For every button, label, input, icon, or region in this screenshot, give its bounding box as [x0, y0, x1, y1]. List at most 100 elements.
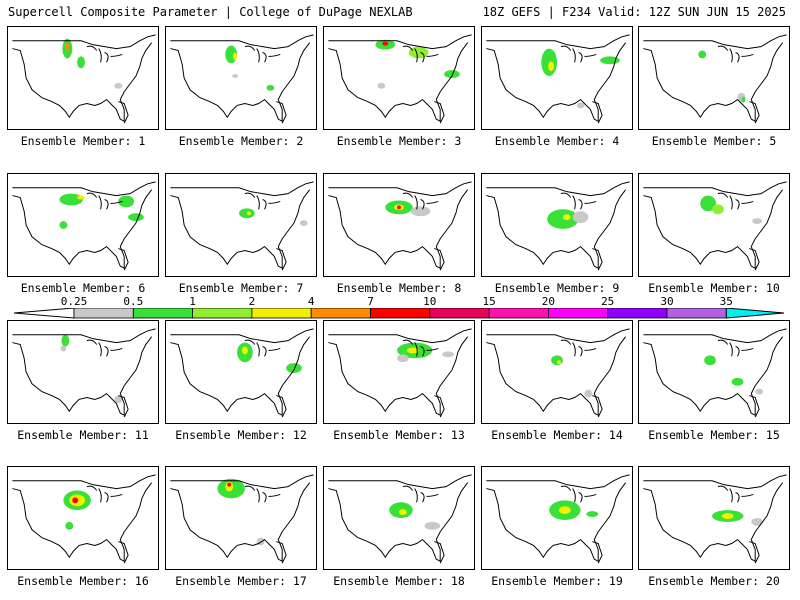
map-svg [328, 328, 472, 418]
canada-border [12, 181, 156, 197]
florida-outline [592, 395, 603, 418]
great-lakes [244, 339, 281, 357]
scale-segment [251, 308, 312, 319]
scp-contour-area [548, 61, 555, 72]
member-label: Ensemble Member: 19 [491, 574, 623, 588]
member-map [323, 320, 475, 424]
member-label: Ensemble Member: 14 [491, 428, 623, 442]
scp-contour-area [755, 388, 764, 395]
scale-tick-label: 0.25 [60, 295, 88, 308]
coastline [486, 336, 627, 416]
canada-border [328, 34, 472, 50]
coastline [12, 336, 153, 416]
scp-contour-area [584, 389, 593, 398]
member-map [323, 466, 475, 570]
map-svg [328, 474, 472, 564]
ensemble-member-panel: Ensemble Member: 19 [481, 466, 633, 588]
scp-contour-area [698, 50, 707, 59]
scale-segment [310, 308, 371, 319]
florida-outline [434, 541, 445, 564]
scale-lower-arrow [14, 308, 75, 319]
scp-contour-area [751, 518, 764, 526]
scp-contour-area [700, 195, 716, 212]
member-label: Ensemble Member: 8 [336, 281, 462, 295]
member-label: Ensemble Member: 2 [178, 134, 304, 148]
map-svg [643, 474, 787, 564]
member-label: Ensemble Member: 16 [17, 574, 149, 588]
scale-tick-label: 0.5 [123, 295, 144, 308]
member-map [165, 26, 317, 130]
scp-contour-area [731, 377, 744, 386]
scp-contour-area [382, 41, 389, 46]
florida-outline [434, 395, 445, 418]
canada-border [328, 181, 472, 197]
map-svg [12, 328, 156, 418]
coastline [12, 189, 153, 269]
coastline [170, 336, 311, 416]
map-svg [328, 181, 472, 271]
coastline [12, 482, 153, 562]
member-map [481, 173, 633, 277]
scp-contour-area [741, 96, 746, 103]
florida-outline [276, 541, 287, 564]
ensemble-member-panel: Ensemble Member: 4 [481, 26, 633, 148]
ensemble-member-panel: Ensemble Member: 10 [638, 173, 790, 295]
member-label: Ensemble Member: 6 [20, 281, 146, 295]
scp-contour-area [410, 206, 431, 217]
scp-contour-area [299, 220, 308, 226]
coastline [328, 189, 469, 269]
map-title: Supercell Composite Parameter | College … [8, 5, 413, 19]
ensemble-member-panel: Ensemble Member: 5 [638, 26, 790, 148]
map-svg [643, 34, 787, 124]
member-label: Ensemble Member: 18 [333, 574, 465, 588]
map-svg [486, 181, 630, 271]
scp-contour-area [397, 205, 401, 210]
ensemble-member-panel: Ensemble Member: 7 [165, 173, 317, 295]
scale-tick-label: 30 [660, 295, 674, 308]
coastline [643, 42, 784, 122]
scp-contour-area [59, 193, 83, 206]
scp-contour-area [60, 345, 67, 352]
ensemble-member-panel: Ensemble Member: 8 [323, 173, 475, 295]
color-scale-bar: 0.25 0.5 1 2 4 7 10 15 20 25 30 35 [14, 295, 786, 322]
scp-contour-area [266, 84, 275, 91]
coastline [170, 42, 311, 122]
member-map [638, 320, 790, 424]
great-lakes [402, 485, 439, 503]
member-label: Ensemble Member: 9 [494, 281, 620, 295]
ensemble-member-panel: Ensemble Member: 16 [7, 466, 159, 588]
scale-tick-label: 25 [601, 295, 615, 308]
ensemble-member-panel: Ensemble Member: 9 [481, 173, 633, 295]
scp-contour-area [65, 521, 74, 530]
florida-outline [434, 248, 445, 271]
coastline [328, 42, 469, 122]
map-svg [643, 181, 787, 271]
great-lakes [717, 45, 754, 63]
florida-outline [118, 248, 129, 271]
scale-segment [73, 308, 134, 319]
great-lakes [560, 45, 597, 63]
scale-tick-label: 10 [423, 295, 437, 308]
scp-contour-area [118, 195, 134, 208]
coastline [486, 189, 627, 269]
florida-outline [118, 541, 129, 564]
ensemble-member-panel: Ensemble Member: 18 [323, 466, 475, 588]
florida-outline [592, 248, 603, 271]
florida-outline [749, 541, 760, 564]
florida-outline [592, 541, 603, 564]
scp-contour-area [61, 334, 70, 347]
coastline [170, 189, 311, 269]
scale-segment [666, 308, 727, 319]
florida-outline [749, 248, 760, 271]
canada-border [170, 34, 314, 50]
scp-contour-area [586, 511, 599, 518]
scp-contour-area [562, 214, 571, 221]
florida-outline [592, 101, 603, 124]
canada-border [486, 328, 630, 344]
florida-outline [118, 101, 129, 124]
coastline [643, 482, 784, 562]
great-lakes [86, 45, 123, 63]
florida-outline [276, 395, 287, 418]
coastline [328, 336, 469, 416]
map-svg [486, 34, 630, 124]
